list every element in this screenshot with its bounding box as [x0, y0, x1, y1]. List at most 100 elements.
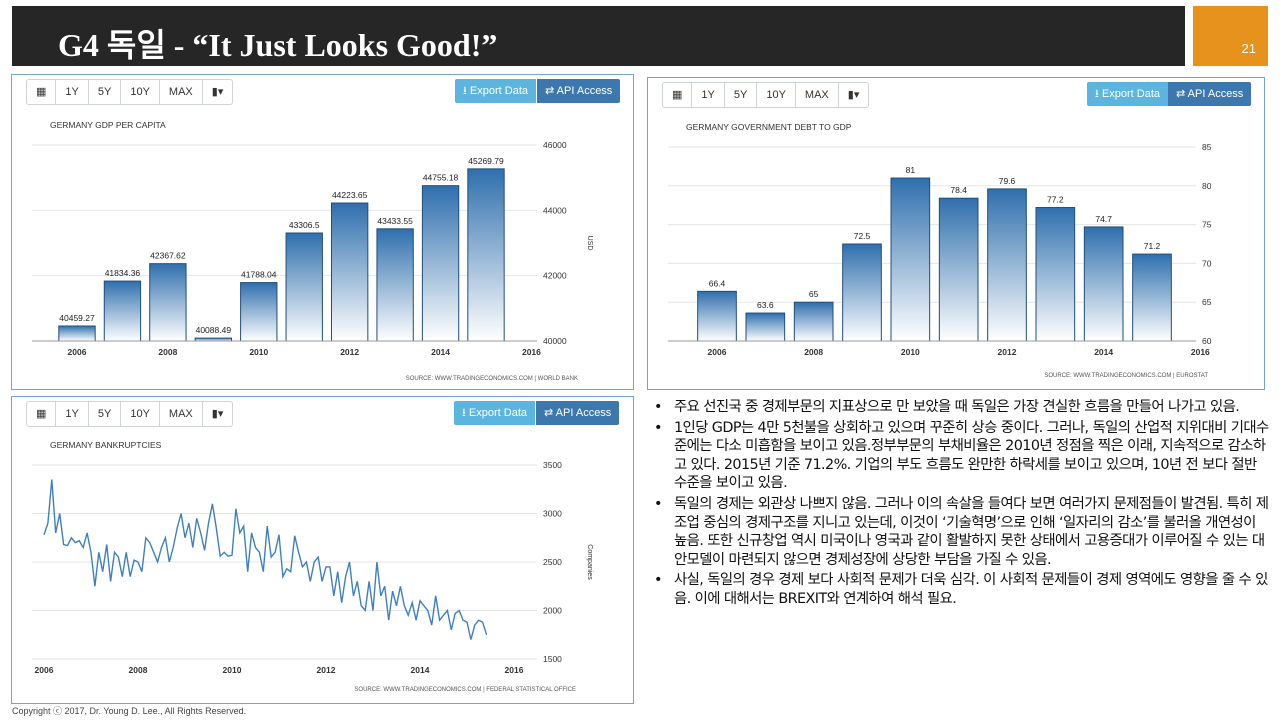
data-label: 71.2	[1144, 241, 1161, 251]
copyright-text: Copyright ⓒ 2017, Dr. Young D. Lee., All…	[12, 706, 247, 716]
bar	[376, 228, 414, 342]
chart-toolbar: ▦ 1Y 5Y 10Y MAX ▮▾	[26, 79, 234, 105]
export-data-label: Export Data	[469, 85, 528, 97]
bar	[330, 202, 369, 342]
slide-title: G4 독일 - “It Just Looks Good!”	[58, 27, 498, 63]
range-10y-button[interactable]: 10Y	[757, 83, 796, 107]
bar	[421, 185, 460, 342]
api-access-label: API Access	[1187, 88, 1244, 100]
range-5y-button[interactable]: 5Y	[89, 402, 122, 426]
x-tick-label: 2008	[129, 665, 148, 675]
bullet-item: 주요 선진국 중 경제부문의 지표상으로 만 보았을 때 독일은 가장 견실한 …	[652, 398, 1272, 417]
bar-chart-icon[interactable]: ▮▾	[847, 89, 860, 101]
chart-title: GERMANY GDP PER CAPITA	[50, 120, 166, 130]
gdp-chart-panel: ▦ 1Y 5Y 10Y MAX ▮▾ ⭳ Export Data ⇄ API A…	[11, 74, 634, 390]
chart-toolbar: ▦ 1Y 5Y 10Y MAX ▮▾	[26, 401, 234, 427]
export-data-label: Export Data	[1101, 88, 1160, 100]
y-tick-label: 40000	[543, 336, 567, 346]
range-1y-button[interactable]: 1Y	[56, 80, 89, 104]
y-tick-label: 75	[1202, 220, 1212, 230]
y-tick-label: 60	[1202, 336, 1212, 346]
calendar-icon[interactable]: ▦	[27, 80, 57, 104]
api-access-button[interactable]: ⇄ API Access	[1168, 82, 1252, 106]
x-tick-label: 2012	[317, 665, 336, 675]
range-5y-button[interactable]: 5Y	[89, 80, 122, 104]
chart-toolbar: ▦ 1Y 5Y 10Y MAX ▮▾	[662, 82, 870, 108]
range-max-button[interactable]: MAX	[160, 402, 203, 426]
data-label: 65	[809, 289, 819, 299]
range-10y-button[interactable]: 10Y	[121, 402, 160, 426]
bar-chart-icon[interactable]: ▮▾	[211, 86, 224, 98]
debt-chart-panel: ▦ 1Y 5Y 10Y MAX ▮▾ ⭳ Export Data ⇄ API A…	[647, 77, 1265, 390]
export-data-label: Export Data	[468, 407, 527, 419]
y-tick-label: 65	[1202, 297, 1212, 307]
y-tick-label: 2500	[543, 557, 562, 567]
export-data-button[interactable]: ⭳ Export Data	[455, 79, 536, 103]
data-label: 74.7	[1095, 214, 1112, 224]
bar	[938, 197, 979, 342]
x-tick-label: 2014	[1094, 347, 1113, 357]
bar	[467, 168, 505, 342]
bullet-list: 주요 선진국 중 경제부문의 지표상으로 만 보았을 때 독일은 가장 견실한 …	[652, 398, 1272, 611]
y-tick-label: 2000	[543, 606, 562, 616]
bar	[1035, 207, 1076, 342]
bullet-item: 독일의 경제는 외관상 나쁘지 않음. 그러나 이의 속살을 들여다 보면 여러…	[652, 495, 1272, 569]
y-axis-label: USD	[586, 236, 593, 251]
x-tick-label: 2010	[223, 665, 242, 675]
api-access-label: API Access	[555, 407, 612, 419]
api-access-button[interactable]: ⇄ API Access	[536, 401, 620, 425]
bar	[890, 177, 931, 342]
data-label: 44223.65	[332, 190, 368, 200]
bar	[697, 290, 737, 342]
bar	[1083, 226, 1124, 342]
data-label: 78.4	[950, 185, 967, 195]
debt-chart: GERMANY GOVERNMENT DEBT TO GDP 60 65 70 75 80…	[668, 122, 1212, 379]
x-tick-label: 2006	[708, 347, 727, 357]
x-tick-label: 2016	[522, 347, 541, 357]
export-data-button[interactable]: ⭳ Export Data	[1087, 82, 1168, 106]
data-label: 63.6	[757, 300, 774, 310]
range-max-button[interactable]: MAX	[160, 80, 203, 104]
data-label: 41834.36	[105, 268, 141, 278]
y-tick-label: 1500	[543, 654, 562, 664]
range-1y-button[interactable]: 1Y	[56, 402, 89, 426]
title-bar: G4 독일 - “It Just Looks Good!”	[12, 6, 1185, 66]
x-tick-label: 2010	[249, 347, 268, 357]
x-tick-label: 2012	[340, 347, 359, 357]
x-tick-label: 2016	[1191, 347, 1210, 357]
chart-title: GERMANY BANKRUPTCIES	[50, 440, 162, 450]
range-1y-button[interactable]: 1Y	[692, 83, 725, 107]
bar	[240, 282, 278, 342]
y-axis-label: Companies	[586, 544, 593, 580]
bankruptcies-chart: GERMANY BANKRUPTCIES 1500 2000 2500 3000 3500…	[32, 440, 593, 693]
x-tick-label: 2014	[431, 347, 450, 357]
series-line	[43, 479, 488, 640]
data-label: 45269.79	[468, 156, 504, 166]
data-label: 72.5	[854, 231, 871, 241]
data-label: 41788.04	[241, 270, 277, 280]
y-tick-label: 3500	[543, 460, 562, 470]
data-label: 42367.62	[150, 251, 186, 261]
data-label: 40459.27	[59, 313, 95, 323]
bar	[285, 232, 323, 342]
export-data-button[interactable]: ⭳ Export Data	[454, 401, 535, 425]
x-tick-label: 2010	[901, 347, 920, 357]
x-tick-label: 2006	[35, 665, 54, 675]
gdp-chart: GERMANY GDP PER CAPITA 40000 42000 44000 460…	[32, 120, 593, 382]
calendar-icon[interactable]: ▦	[27, 402, 57, 426]
bar	[745, 312, 786, 342]
x-tick-label: 2012	[998, 347, 1017, 357]
bar	[793, 301, 834, 342]
range-10y-button[interactable]: 10Y	[121, 80, 160, 104]
page-number-box: 21	[1193, 6, 1268, 66]
y-tick-label: 44000	[543, 205, 567, 215]
y-tick-label: 46000	[543, 140, 567, 150]
calendar-icon[interactable]: ▦	[663, 83, 693, 107]
range-max-button[interactable]: MAX	[796, 83, 839, 107]
api-access-button[interactable]: ⇄ API Access	[537, 79, 621, 103]
data-label: 44755.18	[423, 173, 459, 183]
data-label: 43306.5	[289, 220, 320, 230]
range-5y-button[interactable]: 5Y	[725, 83, 758, 107]
y-tick-label: 80	[1202, 181, 1212, 191]
bar-chart-icon[interactable]: ▮▾	[211, 408, 224, 420]
